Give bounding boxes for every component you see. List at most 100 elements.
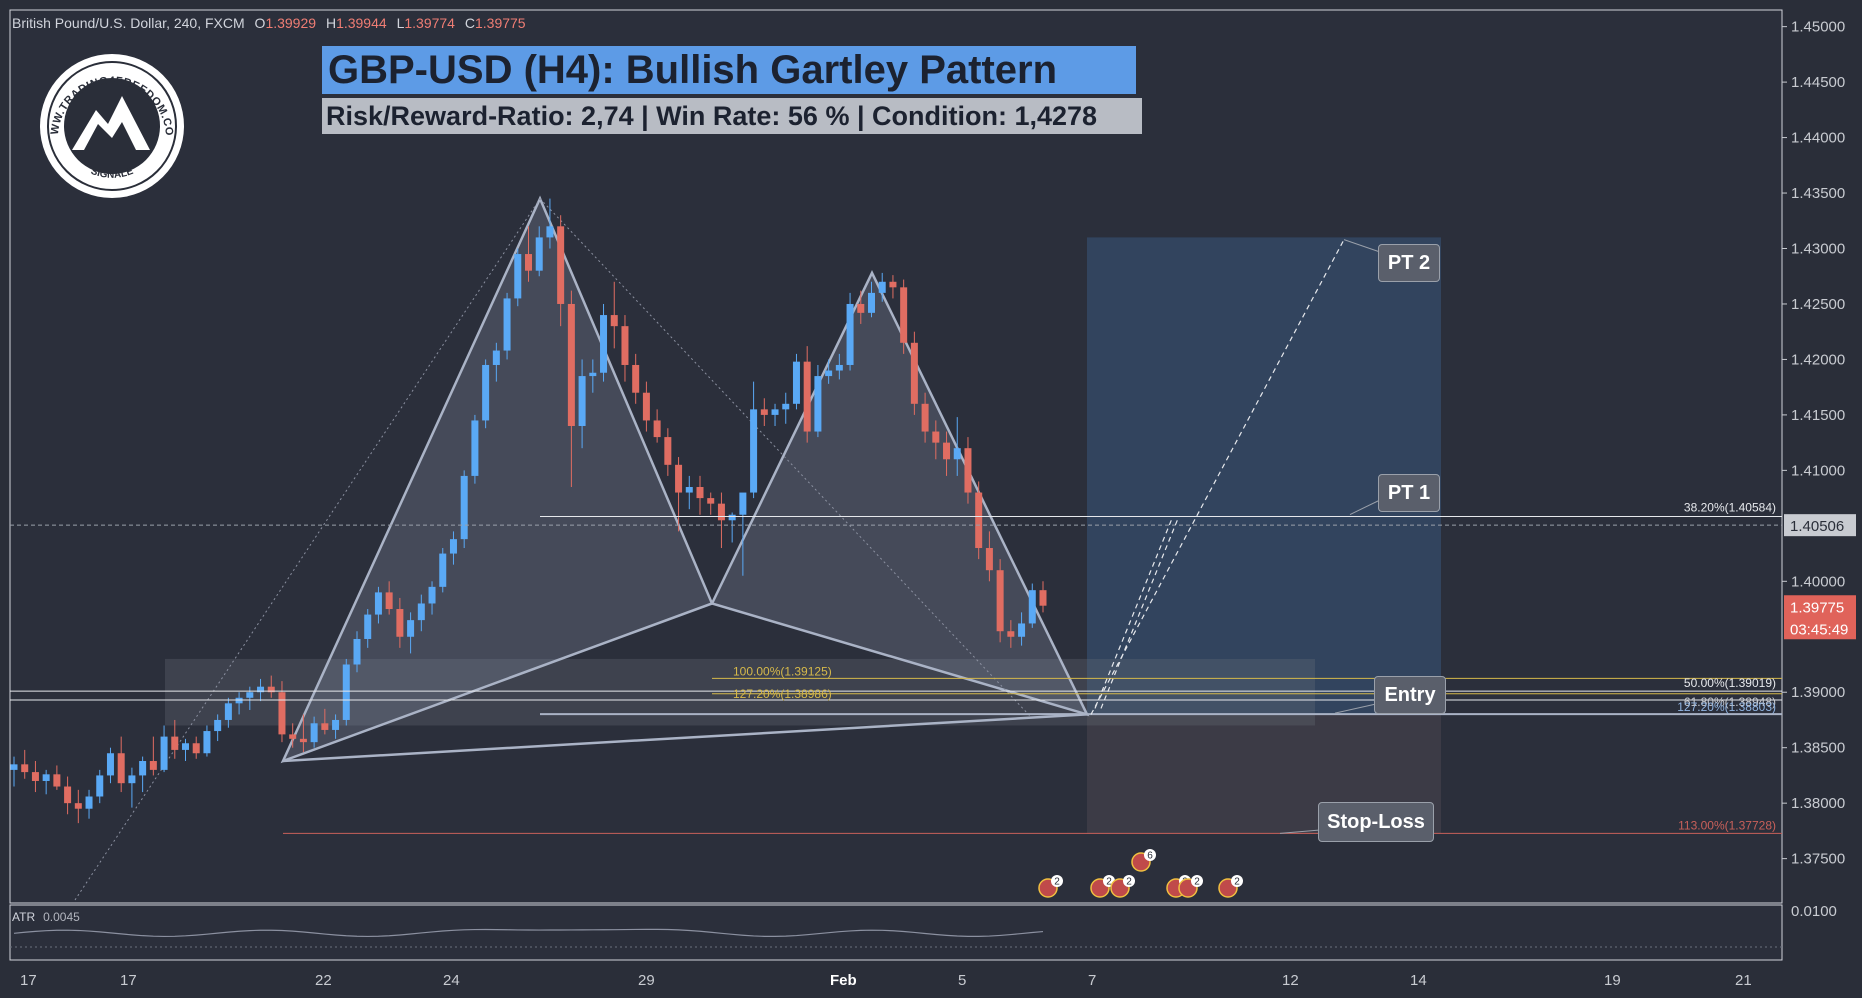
candle (428, 581, 436, 615)
candle (975, 481, 983, 560)
ohlc-o-label: O (254, 15, 266, 31)
candle (64, 776, 72, 815)
atr-tick-label: 0.0100 (1791, 903, 1837, 920)
candle-body (214, 719, 222, 732)
banner-title: GBP-USD (H4): Bullish Gartley Pattern (322, 46, 1136, 94)
candle-body (203, 731, 211, 754)
candle (514, 248, 522, 307)
candle (878, 272, 886, 302)
time-tick-label: 17 (120, 972, 137, 989)
candle (782, 392, 790, 424)
callout-pointer-stop-loss (1279, 829, 1321, 834)
candle (31, 761, 39, 793)
candle-body (74, 803, 82, 809)
candle (857, 290, 865, 324)
event-flag: 2 (1090, 875, 1115, 898)
candle-body (803, 361, 811, 432)
candle-body (160, 736, 168, 770)
event-count-text: 2 (1126, 877, 1132, 888)
logo-signale-path: SIGNALE (89, 166, 135, 181)
candle-body (664, 437, 672, 465)
candle-body (996, 570, 1004, 632)
event-count-bubble (1144, 849, 1156, 861)
banner-subtitle: Risk/Reward-Ratio: 2,74 | Win Rate: 56 %… (322, 98, 1142, 134)
candle-body (964, 448, 972, 493)
candle-body (407, 620, 415, 637)
callout-entry[interactable]: Entry (1374, 676, 1446, 714)
candle (760, 398, 768, 426)
candle-body (900, 287, 908, 343)
price-tick-label: 1.43000 (1791, 241, 1845, 258)
price-tick-label: 1.41000 (1791, 462, 1845, 479)
event-count-bubble (1231, 875, 1243, 887)
ohlc-l-value: 1.39774 (404, 15, 455, 31)
candle (717, 492, 725, 549)
candle-body (953, 448, 961, 460)
atr-pane (9, 904, 1783, 961)
candle-body (53, 774, 61, 787)
symbol-label[interactable]: British Pound/U.S. Dollar, 240, FXCM (12, 15, 245, 31)
candle (482, 359, 490, 429)
atr-label[interactable]: ATR (12, 910, 36, 924)
candle (846, 292, 854, 371)
candle (471, 414, 479, 484)
candle (160, 725, 168, 773)
candle (439, 548, 447, 593)
time-tick-label: 19 (1604, 972, 1621, 989)
candle (407, 612, 415, 654)
candle-body (857, 303, 865, 313)
ohlc-c-label: C (464, 15, 475, 31)
candle (964, 437, 972, 504)
callout-stop-loss[interactable]: Stop-Loss (1318, 802, 1434, 842)
candle-body (642, 392, 650, 421)
price-tick-label: 1.39000 (1791, 684, 1845, 701)
atr-indicator-header: ATR 0.0045 (12, 910, 80, 924)
candle (728, 512, 736, 543)
candle-body (792, 361, 800, 404)
candle (578, 359, 586, 449)
candle-body (739, 492, 747, 515)
fib-label-382: 38.20%(1.40584) (1684, 501, 1776, 515)
candle-body (846, 303, 854, 365)
candle-body (128, 775, 136, 784)
candle-body (589, 372, 597, 377)
candle-body (149, 761, 157, 770)
candle (792, 353, 800, 410)
candle-body (868, 292, 875, 313)
event-flag: 2 (1110, 875, 1135, 898)
candle-body (21, 764, 29, 773)
candle-body (632, 364, 640, 393)
callout-pt2[interactable]: PT 2 (1378, 244, 1440, 282)
time-tick-label: 17 (20, 972, 37, 989)
projection-arrow-pt1 (1094, 518, 1173, 709)
event-count-bubble (1123, 875, 1135, 887)
time-tick-label: 29 (638, 972, 655, 989)
candle (117, 736, 125, 793)
candle (621, 315, 629, 382)
fib-label-127b: 127.20%(1.38803) (1677, 700, 1776, 714)
logo-signale-text: SIGNALE (89, 166, 135, 181)
candle (1018, 612, 1026, 646)
candle-body (42, 774, 50, 781)
callout-pt1[interactable]: PT 1 (1378, 474, 1440, 512)
candle-body (610, 315, 618, 327)
candle-body (471, 420, 479, 476)
event-count-bubble (1051, 875, 1063, 887)
candle-body (267, 686, 275, 693)
gartley-triangle-xab (280, 195, 714, 764)
candle-body (728, 514, 736, 521)
event-flag: 2 (1218, 875, 1243, 898)
time-tick-label: 22 (315, 972, 332, 989)
candle-body (289, 734, 297, 739)
candle (85, 789, 93, 819)
candle (192, 736, 200, 759)
candle-body (224, 703, 232, 720)
candle-body (514, 254, 522, 299)
candle (985, 531, 993, 582)
candle (771, 403, 779, 426)
candle (321, 708, 329, 735)
price-tick-label: 1.44000 (1791, 130, 1845, 147)
candle (203, 725, 211, 757)
candle (257, 678, 265, 702)
